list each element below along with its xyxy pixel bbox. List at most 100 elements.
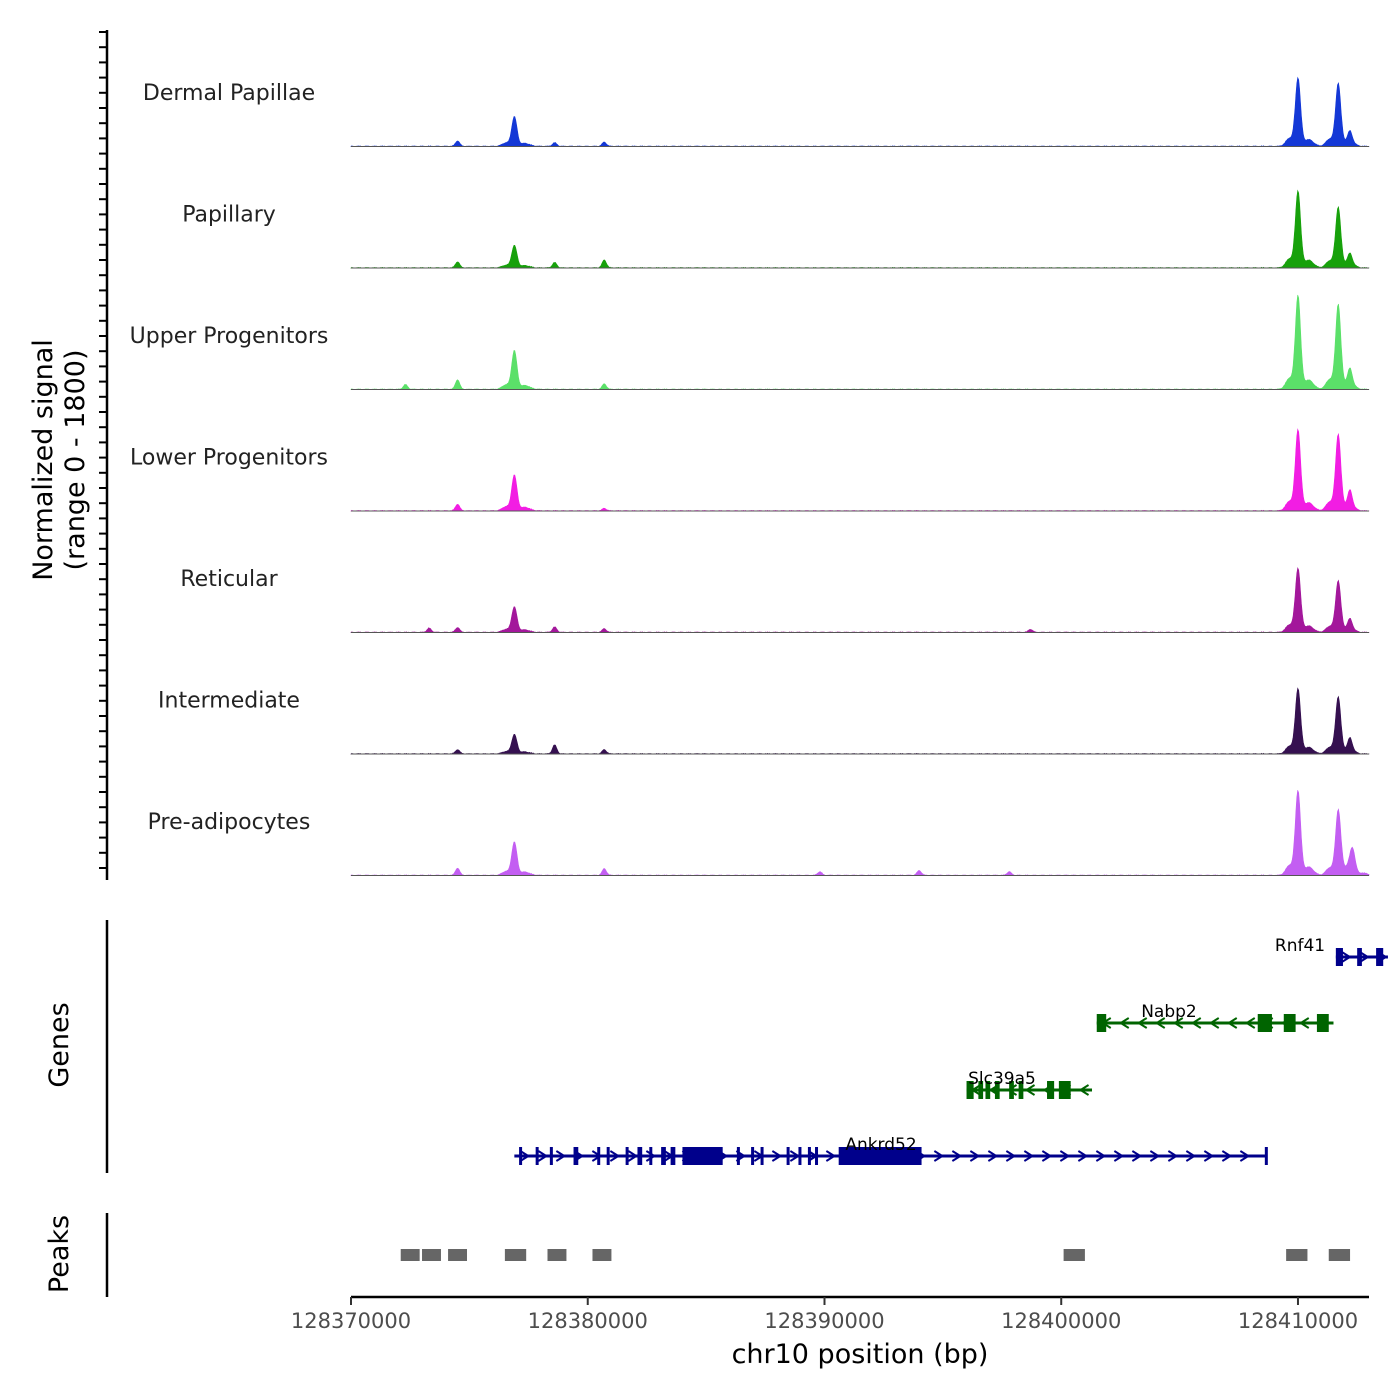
strand-chevron xyxy=(1341,951,1352,963)
gene-exon xyxy=(1264,1147,1268,1165)
strand-chevron xyxy=(1154,1017,1166,1029)
gene-model: Rnf41 xyxy=(1275,936,1388,966)
strand-chevron xyxy=(1149,1150,1161,1162)
signal-tracks: Dermal Papillae Papillary Upper Progenitor… xyxy=(130,76,1370,876)
strand-chevron xyxy=(825,1150,837,1162)
strand-chevron xyxy=(591,1150,603,1162)
strand-chevron xyxy=(1203,1150,1215,1162)
strand-chevron xyxy=(1118,1017,1130,1029)
strand-chevron xyxy=(1095,1150,1107,1162)
peaks-track-label: Peaks xyxy=(44,1215,75,1293)
gene-exon xyxy=(1283,1014,1296,1032)
signal-track: Lower Progenitors xyxy=(130,428,1370,512)
strand-chevron xyxy=(1190,1017,1202,1029)
x-axis-title: chr10 position (bp) xyxy=(732,1339,989,1370)
signal-track: Reticular xyxy=(180,566,1370,633)
x-tick-label: 128370000 xyxy=(291,1309,411,1333)
gene-exon xyxy=(1335,948,1343,966)
x-tick-label: 128400000 xyxy=(1001,1309,1121,1333)
gene-exon xyxy=(736,1147,740,1165)
gene-exon xyxy=(519,1147,523,1165)
strand-chevron xyxy=(1221,1150,1233,1162)
strand-chevron xyxy=(1136,1017,1148,1029)
peak-region xyxy=(422,1249,441,1261)
strand-chevron xyxy=(1041,1150,1053,1162)
strand-chevron xyxy=(1167,1150,1179,1162)
x-tick-label: 128380000 xyxy=(528,1309,648,1333)
peak-track xyxy=(400,1249,1351,1261)
strand-chevron xyxy=(969,1150,981,1162)
gene-exon xyxy=(978,1081,984,1099)
gene-exon xyxy=(1257,1014,1272,1032)
strand-chevron xyxy=(987,1150,999,1162)
gene-exon xyxy=(1096,1014,1107,1032)
gene-name-label: Ankrd52 xyxy=(845,1135,916,1155)
gene-model: Slc39a5 xyxy=(966,1069,1093,1099)
track-label: Pre-adipocytes xyxy=(148,810,311,835)
strand-chevron xyxy=(1113,1150,1125,1162)
gene-exon xyxy=(535,1147,539,1165)
strand-chevron xyxy=(1077,1150,1089,1162)
strand-chevron xyxy=(1078,1084,1090,1096)
gene-exon xyxy=(637,1147,643,1165)
gene-exon xyxy=(661,1147,666,1165)
gene-exon xyxy=(798,1147,802,1165)
peaks-track-title: Peaks xyxy=(44,1215,75,1293)
signal-track: Intermediate xyxy=(158,687,1370,755)
strand-chevron xyxy=(1005,1150,1017,1162)
gene-exon xyxy=(682,1147,723,1165)
peak-region xyxy=(547,1249,567,1261)
gene-name-label: Nabp2 xyxy=(1141,1002,1197,1022)
strand-chevron xyxy=(1244,1017,1256,1029)
gene-exon xyxy=(649,1147,653,1165)
peak-region xyxy=(504,1249,527,1261)
peak-region xyxy=(400,1249,420,1261)
strand-chevron xyxy=(555,1150,567,1162)
strand-chevron xyxy=(519,1150,531,1162)
strand-chevron xyxy=(789,1150,801,1162)
gene-exon xyxy=(1316,1014,1329,1032)
strand-chevron xyxy=(1059,1150,1071,1162)
gene-exon xyxy=(606,1147,610,1165)
gene-exon xyxy=(670,1147,676,1165)
strand-chevron xyxy=(951,1150,963,1162)
gene-exon xyxy=(1009,1081,1014,1099)
peak-region xyxy=(1328,1249,1351,1261)
strand-chevron xyxy=(1239,1150,1251,1162)
gene-model: Nabp2 xyxy=(1096,1002,1334,1032)
gene-exon xyxy=(760,1147,764,1165)
gene-exon xyxy=(549,1147,553,1165)
strand-chevron xyxy=(537,1150,549,1162)
track-label: Lower Progenitors xyxy=(130,446,328,471)
gene-name-label: Slc39a5 xyxy=(968,1069,1036,1089)
strand-chevron xyxy=(933,1150,945,1162)
gene-exon xyxy=(994,1081,1000,1099)
track-label: Reticular xyxy=(180,567,278,592)
gene-exon xyxy=(1058,1081,1071,1099)
gene-exon xyxy=(597,1147,601,1165)
genes-track-label: Genes xyxy=(44,1002,75,1087)
peak-region xyxy=(1063,1249,1085,1261)
signal-track: Pre-adipocytes xyxy=(148,790,1370,876)
gene-exon xyxy=(1047,1081,1055,1099)
strand-chevron xyxy=(1131,1150,1143,1162)
strand-chevron xyxy=(1226,1017,1238,1029)
gene-exon xyxy=(1357,948,1362,966)
gene-exon xyxy=(1018,1081,1024,1099)
gene-track: Rnf41 Nabp2 Slc39a5 Ankrd52 xyxy=(514,936,1388,1165)
peak-region xyxy=(1286,1249,1308,1261)
strand-chevron xyxy=(1185,1150,1197,1162)
strand-chevron xyxy=(1024,1084,1036,1096)
signal-axis xyxy=(99,30,109,880)
signal-track: Upper Progenitors xyxy=(130,294,1370,390)
gene-exon xyxy=(838,1147,922,1165)
track-label: Dermal Papillae xyxy=(143,81,315,106)
strand-chevron xyxy=(645,1150,657,1162)
signal-axis-title-line1: Normalized signal xyxy=(28,339,59,581)
signal-track: Papillary xyxy=(182,189,1370,269)
gene-exon xyxy=(573,1147,579,1165)
signal-track: Dermal Papillae xyxy=(143,76,1370,147)
gene-exon xyxy=(966,1081,974,1099)
